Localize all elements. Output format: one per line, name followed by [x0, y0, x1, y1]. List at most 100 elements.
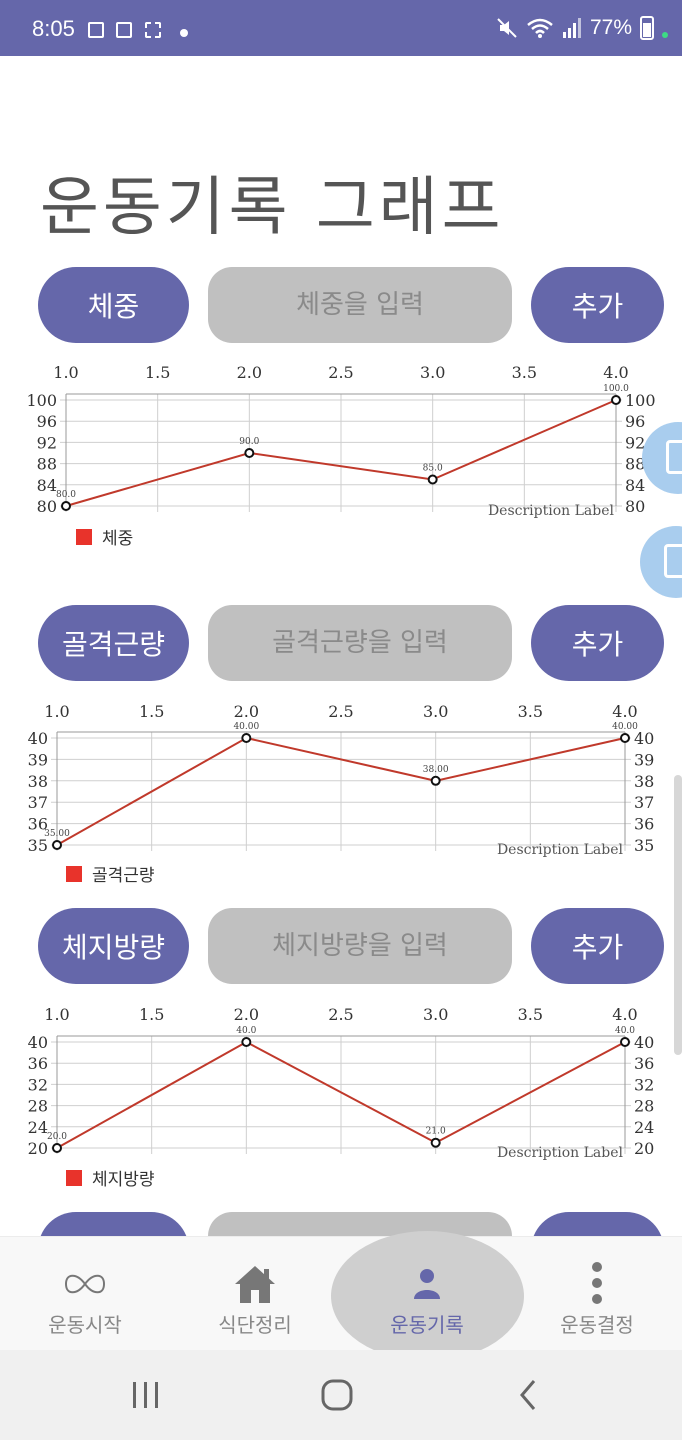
partial-add-button[interactable] [531, 1212, 664, 1236]
x-tick-label: 3.5 [518, 1005, 543, 1024]
x-tick-label: 4.0 [612, 702, 637, 721]
x-tick-label: 4.0 [603, 363, 628, 382]
x-tick-label: 2.5 [328, 1005, 353, 1024]
fat-chart: 1.0 1.5 2.0 2.5 3.0 3.5 4.0 20 20 24 24 28 28 32 32 36 3… [0, 1002, 682, 1192]
muscle-label-button[interactable]: 골격근량 [38, 605, 189, 681]
data-point [430, 1137, 441, 1148]
y-tick-label-left: 38 [28, 772, 48, 791]
y-tick-label-right: 36 [634, 1054, 654, 1073]
data-label: 35.00 [44, 829, 70, 839]
recents-icon[interactable] [130, 1372, 162, 1418]
fat-label-button[interactable]: 체지방량 [38, 908, 189, 984]
muscle-input[interactable] [208, 605, 512, 681]
dot-icon [180, 29, 188, 37]
x-tick-label: 3.5 [512, 363, 537, 382]
y-tick-label-right: 40 [634, 1033, 654, 1052]
weight-add-button[interactable]: 추가 [531, 267, 664, 343]
nav-label: 운동시작 [48, 1313, 122, 1337]
y-tick-label-right: 35 [634, 836, 654, 855]
data-label: 40.00 [233, 722, 259, 732]
muscle-chart-svg: 1.0 1.5 2.0 2.5 3.0 3.5 4.0 35 35 36 36 37 37 38 38 39 3… [28, 702, 655, 858]
y-tick-label-right: 92 [625, 433, 645, 452]
y-tick-label-left: 36 [28, 815, 48, 834]
nav-item-record[interactable]: 운동기록 [342, 1237, 512, 1351]
x-tick-label: 1.5 [139, 1005, 164, 1024]
y-tick-label-left: 80 [37, 497, 57, 516]
legend-swatch [76, 528, 92, 545]
x-tick-label: 3.0 [423, 702, 448, 721]
partial-label-button[interactable] [38, 1212, 189, 1236]
screenshot-icon [145, 22, 161, 38]
status-bar: 8:05 77% [0, 0, 682, 56]
nav-label: 식단정리 [218, 1313, 292, 1337]
y-tick-label-right: 38 [634, 772, 654, 791]
home-button-icon[interactable] [320, 1372, 354, 1418]
y-tick-label-right: 24 [634, 1118, 654, 1137]
y-tick-label-right: 96 [625, 412, 645, 431]
legend-swatch [66, 865, 82, 882]
y-tick-label-left: 96 [37, 412, 57, 431]
weight-chart: 1.0 1.5 2.0 2.5 3.0 3.5 4.0 80 80 84 84 88 88 92 92 96 9… [0, 360, 682, 550]
series-line [56, 736, 626, 846]
home-icon [235, 1266, 275, 1303]
fat-legend: 체지방량 [66, 1165, 155, 1190]
bottom-nav: 운동시작 식단정리 운동기록 운동결정 [0, 1231, 682, 1361]
weight-label-button[interactable]: 체중 [38, 267, 189, 343]
x-tick-label: 1.5 [145, 363, 170, 382]
x-tick-label: 2.0 [237, 363, 262, 382]
legend-label: 체지방량 [92, 1170, 155, 1190]
y-tick-label-right: 32 [634, 1075, 654, 1094]
x-tick-label: 2.5 [328, 363, 353, 382]
y-tick-label-left: 28 [28, 1097, 48, 1116]
x-tick-label: 4.0 [612, 1005, 637, 1024]
legend-label: 골격근량 [92, 866, 155, 886]
x-tick-label: 2.5 [328, 702, 353, 721]
nav-item-start[interactable]: 운동시작 [0, 1237, 170, 1351]
data-label: 40.0 [236, 1026, 256, 1036]
description-label: Description Label [488, 503, 615, 519]
scrollbar[interactable] [674, 775, 682, 1055]
y-tick-label-right: 84 [625, 476, 645, 495]
muscle-add-button[interactable]: 추가 [531, 605, 664, 681]
legend-label: 체중 [102, 529, 134, 549]
wifi-icon [527, 18, 553, 38]
infinity-icon [64, 1274, 106, 1294]
y-tick-label-right: 40 [634, 729, 654, 748]
data-label: 20.0 [47, 1132, 67, 1142]
y-tick-label-left: 35 [28, 836, 48, 855]
x-tick-label: 1.0 [44, 1005, 69, 1024]
description-label: Description Label [497, 842, 624, 858]
nav-item-diet[interactable]: 식단정리 [170, 1237, 340, 1351]
y-tick-label-left: 88 [37, 455, 57, 474]
status-right: 77% [496, 16, 668, 40]
x-tick-label: 1.0 [44, 702, 69, 721]
section-next-partial [0, 1212, 682, 1236]
x-tick-label: 3.5 [518, 702, 543, 721]
nav-item-decide[interactable]: 운동결정 [512, 1237, 682, 1351]
weight-legend: 체중 [76, 524, 133, 549]
y-tick-label-left: 40 [28, 729, 48, 748]
partial-input[interactable] [208, 1212, 512, 1236]
mute-icon [497, 18, 517, 38]
y-tick-label-left: 84 [37, 476, 57, 495]
fat-input[interactable] [208, 908, 512, 984]
data-point [241, 733, 252, 743]
nav-label: 운동기록 [390, 1313, 464, 1337]
y-tick-label-right: 100 [625, 391, 656, 410]
back-icon[interactable] [516, 1372, 540, 1418]
fat-add-button[interactable]: 추가 [531, 908, 664, 984]
system-nav-bar [0, 1350, 682, 1440]
y-tick-label-right: 80 [625, 497, 645, 516]
data-point [52, 840, 62, 850]
data-point [620, 733, 630, 743]
description-label: Description Label [497, 1145, 624, 1161]
x-tick-label: 2.0 [234, 702, 259, 721]
battery-percent: 77% [589, 16, 632, 39]
data-point [620, 1037, 630, 1047]
y-tick-label-left: 24 [28, 1118, 48, 1137]
y-tick-label-left: 100 [26, 391, 57, 410]
x-tick-label: 2.0 [234, 1005, 259, 1024]
weight-input[interactable] [208, 267, 512, 343]
muscle-chart: 1.0 1.5 2.0 2.5 3.0 3.5 4.0 35 35 36 36 37 37 38 38 39 3… [0, 699, 682, 889]
y-tick-label-left: 39 [28, 750, 48, 769]
